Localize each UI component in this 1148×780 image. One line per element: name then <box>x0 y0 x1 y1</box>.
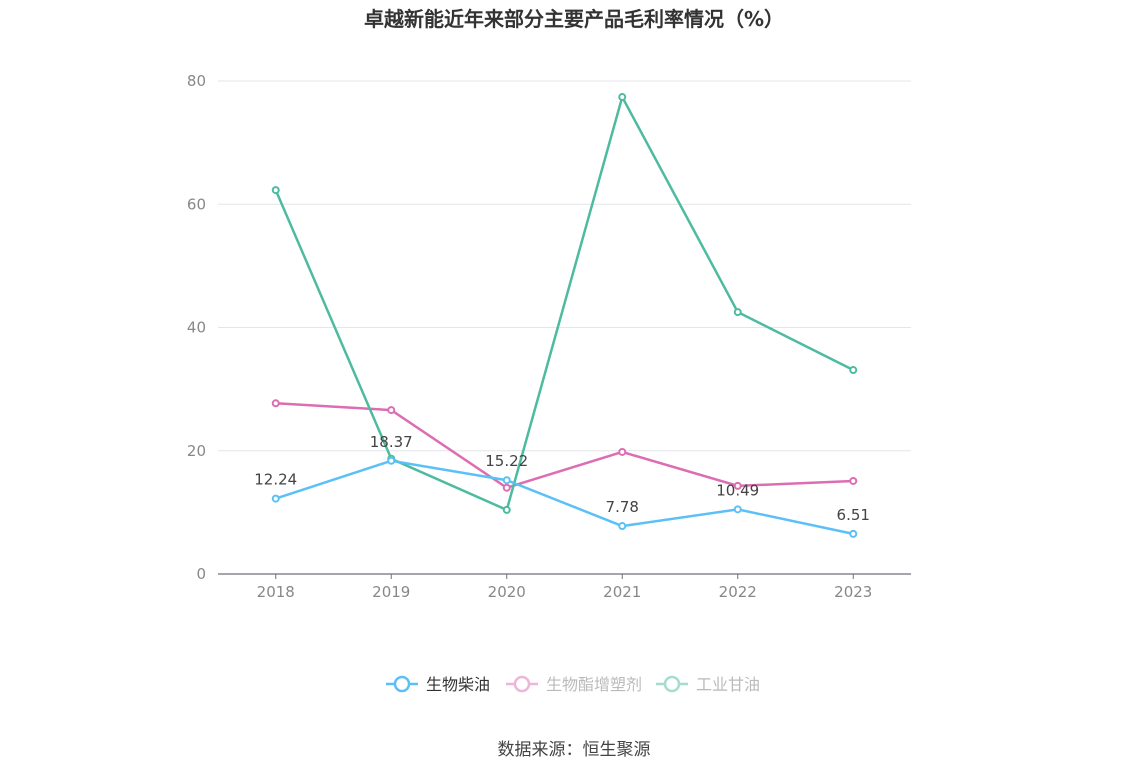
x-tick-label: 2023 <box>834 583 872 601</box>
legend-label: 生物酯增塑剂 <box>546 675 642 694</box>
series-1 <box>271 399 858 492</box>
legend-label: 生物柴油 <box>426 675 490 694</box>
y-tick-label: 80 <box>187 72 206 90</box>
data-label: 7.78 <box>606 498 639 516</box>
legend-marker <box>513 675 531 693</box>
data-label: 18.37 <box>370 433 413 451</box>
legend-label: 工业甘油 <box>696 675 760 694</box>
legend-marker <box>663 675 681 693</box>
data-label: 12.24 <box>254 471 297 489</box>
data-point <box>502 476 511 485</box>
data-point <box>733 481 742 490</box>
data-point <box>502 505 511 514</box>
series-0: 12.24 18.37 15.22 7.78 10.49 6.51 <box>254 433 870 538</box>
legend-item[interactable]: 生物柴油 <box>386 675 490 694</box>
series-line <box>274 93 854 512</box>
data-point <box>733 308 742 317</box>
series-line <box>275 459 854 536</box>
y-tick-label: 40 <box>187 319 206 337</box>
x-tick-label: 2022 <box>719 583 757 601</box>
x-tick-label: 2019 <box>372 583 410 601</box>
legend-item[interactable]: 工业甘油 <box>656 675 760 694</box>
series-line <box>275 402 854 490</box>
data-point <box>849 529 858 538</box>
data-label: 15.22 <box>485 452 528 470</box>
data-point <box>502 483 511 492</box>
data-label: 10.49 <box>716 481 759 499</box>
legend-item[interactable]: 生物酯增塑剂 <box>506 675 642 694</box>
chart-title: 卓越新能近年来部分主要产品毛利率情况（%） <box>364 7 784 31</box>
data-point <box>271 186 280 195</box>
data-point <box>387 456 396 465</box>
data-point <box>733 505 742 514</box>
y-tick-label: 20 <box>187 442 206 460</box>
y-tick-label: 60 <box>187 195 206 213</box>
legend-marker <box>393 675 411 693</box>
data-label: 6.51 <box>837 506 870 524</box>
data-point <box>849 366 858 375</box>
data-point <box>618 522 627 531</box>
series-2 <box>271 93 858 514</box>
data-point <box>849 476 858 485</box>
data-point <box>618 447 627 456</box>
x-tick-label: 2021 <box>603 583 641 601</box>
data-point <box>271 494 280 503</box>
y-tick-label: 0 <box>196 565 206 583</box>
data-point <box>271 399 280 408</box>
x-tick-label: 2018 <box>257 583 295 601</box>
data-point <box>618 93 627 102</box>
x-tick-label: 2020 <box>488 583 526 601</box>
data-point <box>387 406 396 415</box>
source-note: 数据来源：恒生聚源 <box>498 740 651 760</box>
